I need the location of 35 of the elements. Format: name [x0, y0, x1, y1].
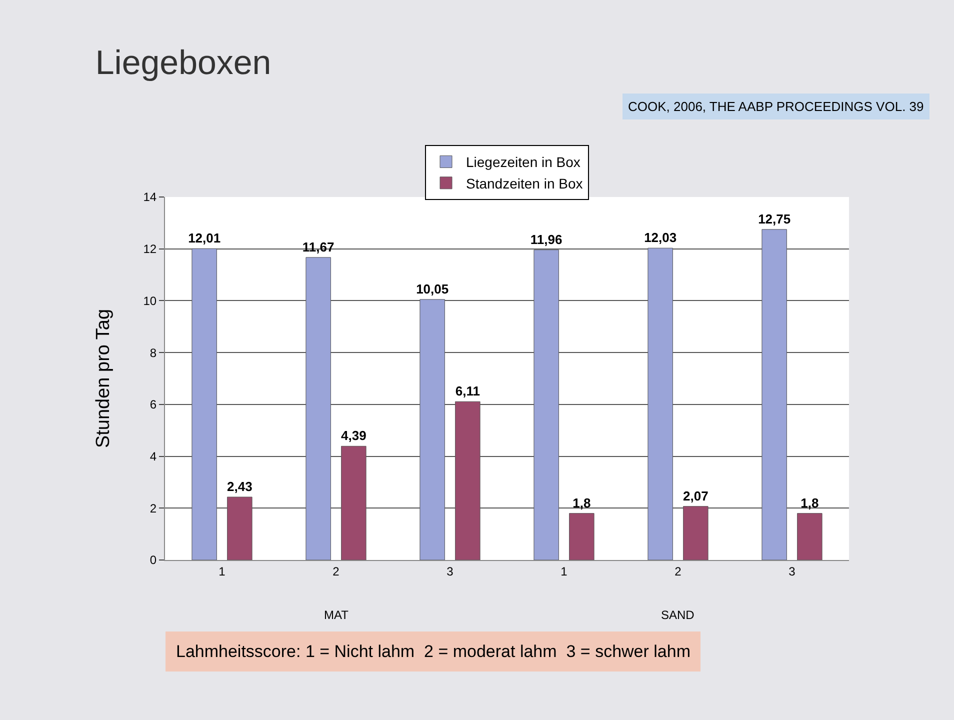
text: Lahmheitsscore: 1 = Nicht lahm 2 = moderat lahm 3 = schwer lahm — [176, 642, 690, 661]
y-tick-label: 14 — [143, 190, 157, 204]
x-tick-label: 1 — [218, 564, 226, 578]
data-label: 12,01 — [188, 230, 221, 246]
y-tick-label: 12 — [143, 242, 157, 256]
text: SAND — [661, 608, 695, 622]
data-label: 2,43 — [227, 478, 252, 494]
data-label: 4,39 — [341, 428, 366, 444]
legend-label: Liegezeiten in Box — [466, 154, 580, 170]
data-label: 11,96 — [530, 232, 562, 247]
x-tick-label: 2 — [332, 564, 340, 578]
data-label: 6,11 — [455, 384, 480, 399]
legend-label: Standzeiten in Box — [466, 175, 583, 192]
data-label: 2,07 — [683, 488, 708, 504]
data-label: 10,05 — [416, 281, 449, 296]
y-tick-label: 8 — [150, 346, 157, 360]
chart-title: Liegeboxen — [95, 44, 272, 82]
x-tick-label: 2 — [674, 564, 682, 578]
data-label: 12,03 — [644, 230, 677, 246]
x-tick-label: 3 — [788, 564, 796, 578]
data-label: 12,75 — [758, 211, 791, 226]
y-tick-label: 6 — [150, 398, 157, 412]
bar — [569, 513, 594, 560]
text: MAT — [324, 608, 350, 622]
data-label: 1,8 — [800, 495, 819, 510]
x-tick-label: 1 — [560, 564, 568, 578]
y-tick-label: 2 — [150, 501, 157, 516]
y-tick-label: 10 — [143, 294, 157, 308]
y-axis-title: Stunden pro Tag — [93, 308, 114, 448]
bar — [797, 513, 822, 560]
text: COOK, 2006, THE AABP PROCEEDINGS VOL. 39 — [628, 99, 924, 114]
data-label: 1,8 — [572, 495, 591, 510]
y-tick-label: 4 — [150, 449, 157, 464]
x-tick-label: 3 — [446, 564, 454, 578]
y-tick-label: 0 — [150, 553, 157, 568]
